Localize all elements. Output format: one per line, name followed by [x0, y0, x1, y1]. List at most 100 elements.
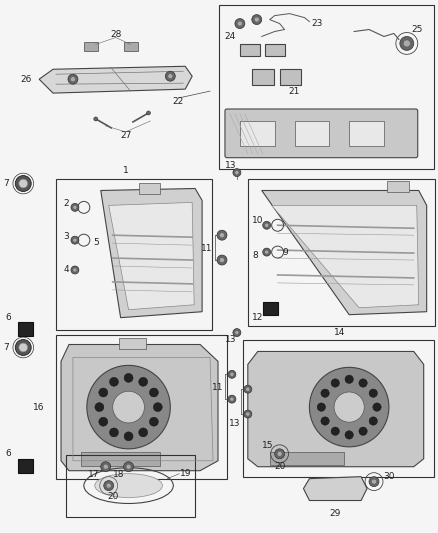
Bar: [240, 44, 260, 56]
Text: 24: 24: [224, 32, 236, 41]
Circle shape: [263, 248, 271, 256]
Bar: [243, 340, 434, 477]
Circle shape: [230, 373, 234, 376]
Circle shape: [317, 403, 325, 411]
Text: 5: 5: [93, 238, 99, 247]
Bar: [279, 69, 301, 85]
Bar: [119, 337, 146, 350]
Circle shape: [254, 17, 259, 22]
Circle shape: [334, 392, 364, 422]
Text: 20: 20: [274, 462, 285, 471]
Circle shape: [359, 427, 367, 435]
Text: 13: 13: [225, 161, 237, 170]
Text: 21: 21: [289, 87, 300, 95]
Bar: [294, 121, 329, 146]
Circle shape: [265, 250, 268, 254]
Circle shape: [101, 462, 111, 472]
Bar: [18, 459, 33, 473]
Circle shape: [277, 451, 282, 456]
Text: 27: 27: [120, 131, 131, 140]
Text: 8: 8: [252, 251, 258, 260]
Circle shape: [275, 449, 285, 459]
Circle shape: [149, 388, 159, 397]
Text: 30: 30: [383, 472, 395, 481]
Circle shape: [228, 395, 236, 403]
Bar: [18, 321, 33, 336]
Circle shape: [252, 14, 262, 25]
Circle shape: [369, 477, 379, 487]
Text: 6: 6: [6, 313, 11, 322]
Text: 2: 2: [63, 199, 69, 208]
Circle shape: [345, 431, 353, 439]
Text: 11: 11: [212, 383, 224, 392]
Circle shape: [110, 377, 118, 386]
Bar: [138, 182, 160, 195]
Circle shape: [15, 340, 31, 356]
Text: 7: 7: [4, 343, 9, 352]
Circle shape: [71, 266, 79, 274]
Bar: [81, 452, 160, 466]
Bar: [219, 5, 434, 168]
Circle shape: [219, 257, 224, 263]
Text: 29: 29: [329, 509, 341, 518]
Circle shape: [87, 365, 170, 449]
Text: 6: 6: [6, 449, 11, 458]
Circle shape: [124, 462, 134, 472]
Circle shape: [73, 205, 77, 209]
Circle shape: [146, 111, 150, 115]
Circle shape: [237, 21, 242, 26]
Text: 22: 22: [173, 96, 184, 106]
Circle shape: [139, 377, 148, 386]
Circle shape: [15, 175, 31, 191]
Circle shape: [403, 40, 410, 47]
Circle shape: [71, 77, 75, 82]
Circle shape: [265, 223, 268, 227]
Circle shape: [94, 117, 98, 121]
Circle shape: [219, 233, 224, 238]
Polygon shape: [61, 344, 218, 471]
Circle shape: [235, 330, 239, 335]
Circle shape: [149, 417, 159, 426]
Circle shape: [359, 379, 367, 387]
Bar: [270, 452, 344, 465]
Circle shape: [19, 179, 28, 188]
Circle shape: [235, 171, 239, 175]
Circle shape: [246, 387, 250, 391]
Circle shape: [228, 370, 236, 378]
Circle shape: [345, 375, 353, 383]
Circle shape: [331, 427, 339, 435]
Circle shape: [263, 221, 271, 229]
Text: 15: 15: [262, 441, 273, 450]
Circle shape: [233, 329, 241, 336]
Text: 28: 28: [110, 30, 121, 39]
Bar: [265, 44, 285, 56]
Circle shape: [68, 74, 78, 84]
Circle shape: [95, 402, 104, 411]
Circle shape: [369, 417, 378, 425]
Polygon shape: [109, 203, 194, 310]
Text: 16: 16: [32, 402, 44, 411]
Text: 10: 10: [252, 216, 264, 225]
Circle shape: [233, 168, 241, 176]
Bar: [56, 179, 212, 329]
Polygon shape: [101, 189, 202, 318]
Text: 20: 20: [107, 492, 118, 501]
Circle shape: [244, 385, 252, 393]
Polygon shape: [39, 66, 192, 93]
Circle shape: [217, 230, 227, 240]
Circle shape: [321, 389, 329, 398]
Polygon shape: [304, 477, 367, 500]
Text: 4: 4: [63, 265, 69, 274]
Text: 9: 9: [283, 248, 289, 256]
Circle shape: [99, 417, 108, 426]
Text: 1: 1: [123, 166, 128, 175]
Circle shape: [124, 374, 133, 382]
Circle shape: [71, 236, 79, 244]
Text: 3: 3: [63, 232, 69, 241]
Circle shape: [153, 402, 162, 411]
Circle shape: [73, 238, 77, 242]
Text: 14: 14: [334, 328, 345, 337]
Circle shape: [373, 403, 381, 411]
Circle shape: [139, 428, 148, 437]
Circle shape: [126, 464, 131, 469]
